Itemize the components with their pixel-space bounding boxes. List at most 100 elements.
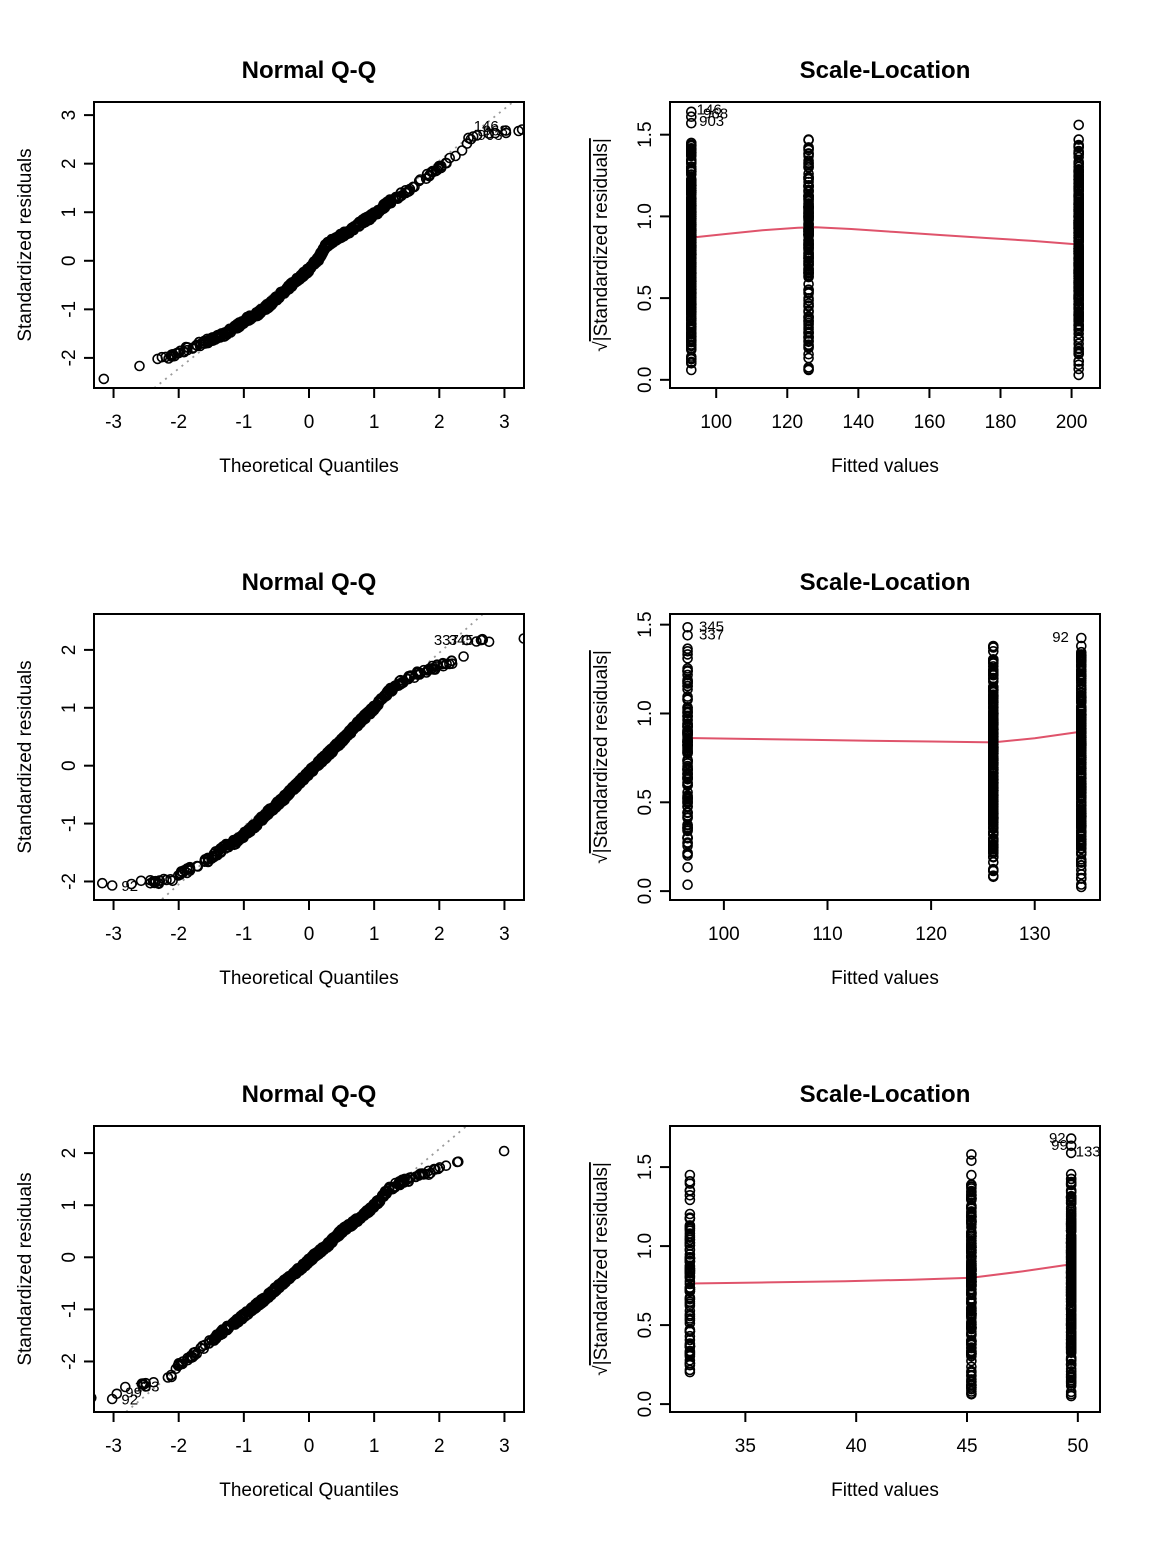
data-point xyxy=(1065,1371,1077,1383)
data-point xyxy=(686,140,697,152)
data-point xyxy=(966,1386,977,1397)
data-point xyxy=(684,1260,696,1272)
y-axis-label: √|Standardized residuals| xyxy=(591,650,612,864)
data-point xyxy=(682,861,693,873)
y-axis-label: Standardized residuals xyxy=(15,1172,36,1365)
data-point xyxy=(441,158,452,169)
data-point xyxy=(686,165,697,176)
data-point xyxy=(431,661,443,672)
data-point xyxy=(1075,879,1087,890)
data-point xyxy=(1073,315,1085,327)
data-point xyxy=(682,665,693,676)
point-label: 92 xyxy=(121,1391,138,1408)
data-point xyxy=(803,321,814,333)
data-point xyxy=(1073,271,1085,283)
data-point xyxy=(1073,291,1085,303)
data-point xyxy=(966,1308,977,1320)
scale-location-plot-row3: 35 40 45 50 0.0 0.5 1.0 1.5 Scale-Location Fitted… xyxy=(576,1024,1152,1536)
data-point xyxy=(1073,345,1085,357)
data-point xyxy=(450,150,461,162)
x-tick-label: -2 xyxy=(170,412,187,433)
data-point xyxy=(684,1249,696,1260)
data-point xyxy=(1065,1247,1077,1259)
data-point xyxy=(1073,119,1085,131)
data-point xyxy=(393,192,404,204)
data-point xyxy=(1075,859,1087,871)
data-point xyxy=(684,1253,696,1264)
data-point xyxy=(966,1380,977,1391)
data-point xyxy=(684,1169,696,1181)
data-point xyxy=(682,691,693,702)
x-tick-label: 3 xyxy=(499,412,510,433)
x-tick-label: 1 xyxy=(369,1436,380,1457)
data-point xyxy=(686,333,697,345)
data-point xyxy=(1073,190,1085,201)
y-tick-label: 0.5 xyxy=(635,285,656,311)
x-tick-label: 0 xyxy=(304,924,315,945)
y-tick-label: 3 xyxy=(59,110,80,121)
x-axis-label: Theoretical Quantiles xyxy=(219,1480,399,1501)
data-point xyxy=(1065,1342,1077,1354)
y-tick-label: 0 xyxy=(59,1252,80,1263)
y-tick-label: -1 xyxy=(59,1301,80,1318)
data-point xyxy=(1065,1303,1077,1314)
data-point xyxy=(987,640,999,652)
data-point xyxy=(1075,780,1087,792)
data-point xyxy=(966,1179,977,1191)
data-point xyxy=(987,771,999,783)
normal-qq-plot-row1: -3 -2 -1 0 1 2 3 -2 -1 0 1 2 3 Normal Q-Q Theoretical … xyxy=(0,0,576,512)
x-axis-label: Theoretical Quantiles xyxy=(219,456,399,477)
data-point xyxy=(966,1335,977,1347)
x-tick-label: 200 xyxy=(1056,412,1088,433)
data-point xyxy=(434,1162,446,1173)
data-point xyxy=(682,622,693,633)
data-point xyxy=(475,634,487,646)
data-point xyxy=(803,171,814,183)
data-point xyxy=(803,168,814,179)
data-point xyxy=(106,880,118,891)
x-tick-label: 140 xyxy=(842,412,874,433)
data-point xyxy=(803,186,814,198)
y-tick-label: 1 xyxy=(59,1200,80,1211)
x-tick-label: 110 xyxy=(812,924,842,945)
data-point xyxy=(1075,813,1087,825)
data-point xyxy=(684,1278,696,1290)
point-label: 968 xyxy=(703,105,728,122)
y-tick-label: -2 xyxy=(59,349,80,366)
x-tick-label: -1 xyxy=(235,1436,252,1457)
data-point xyxy=(966,1155,977,1167)
point-label: 146 xyxy=(697,101,722,118)
data-point xyxy=(966,1149,977,1160)
data-point xyxy=(682,747,693,758)
data-point xyxy=(686,307,697,319)
normal-qq-plot-row3: -3 -2 -1 0 1 2 3 -2 -1 0 1 2 Normal Q-Q Theoretical Q… xyxy=(0,1024,576,1536)
y-tick-label: 1.5 xyxy=(635,121,656,147)
data-point xyxy=(1075,750,1087,762)
data-point xyxy=(1073,246,1085,258)
normal-qq-plot-row1-canvas: -3 -2 -1 0 1 2 3 -2 -1 0 1 2 3 Normal Q-Q Theoretical … xyxy=(15,57,525,477)
data-point xyxy=(987,809,999,820)
data-point xyxy=(1065,1133,1077,1144)
point-label: 146 xyxy=(474,118,499,135)
data-point xyxy=(684,1208,696,1220)
data-point xyxy=(1065,1168,1077,1180)
data-point xyxy=(987,709,999,721)
data-point xyxy=(987,777,999,789)
data-point xyxy=(987,686,999,698)
data-point xyxy=(987,758,999,769)
data-point xyxy=(1065,1191,1077,1202)
data-point xyxy=(684,1225,696,1236)
data-point xyxy=(498,1145,510,1157)
data-point xyxy=(684,1267,696,1279)
data-point xyxy=(987,669,999,681)
x-tick-label: -1 xyxy=(235,412,252,433)
data-point xyxy=(987,792,999,803)
point-label: 92 xyxy=(121,878,138,895)
point-label: 345 xyxy=(699,618,724,635)
data-point xyxy=(1073,303,1085,315)
data-point xyxy=(682,793,693,805)
data-point xyxy=(966,1169,977,1181)
data-point xyxy=(1065,1202,1077,1213)
data-point xyxy=(1065,1232,1077,1244)
point-label: 337 xyxy=(699,626,724,643)
